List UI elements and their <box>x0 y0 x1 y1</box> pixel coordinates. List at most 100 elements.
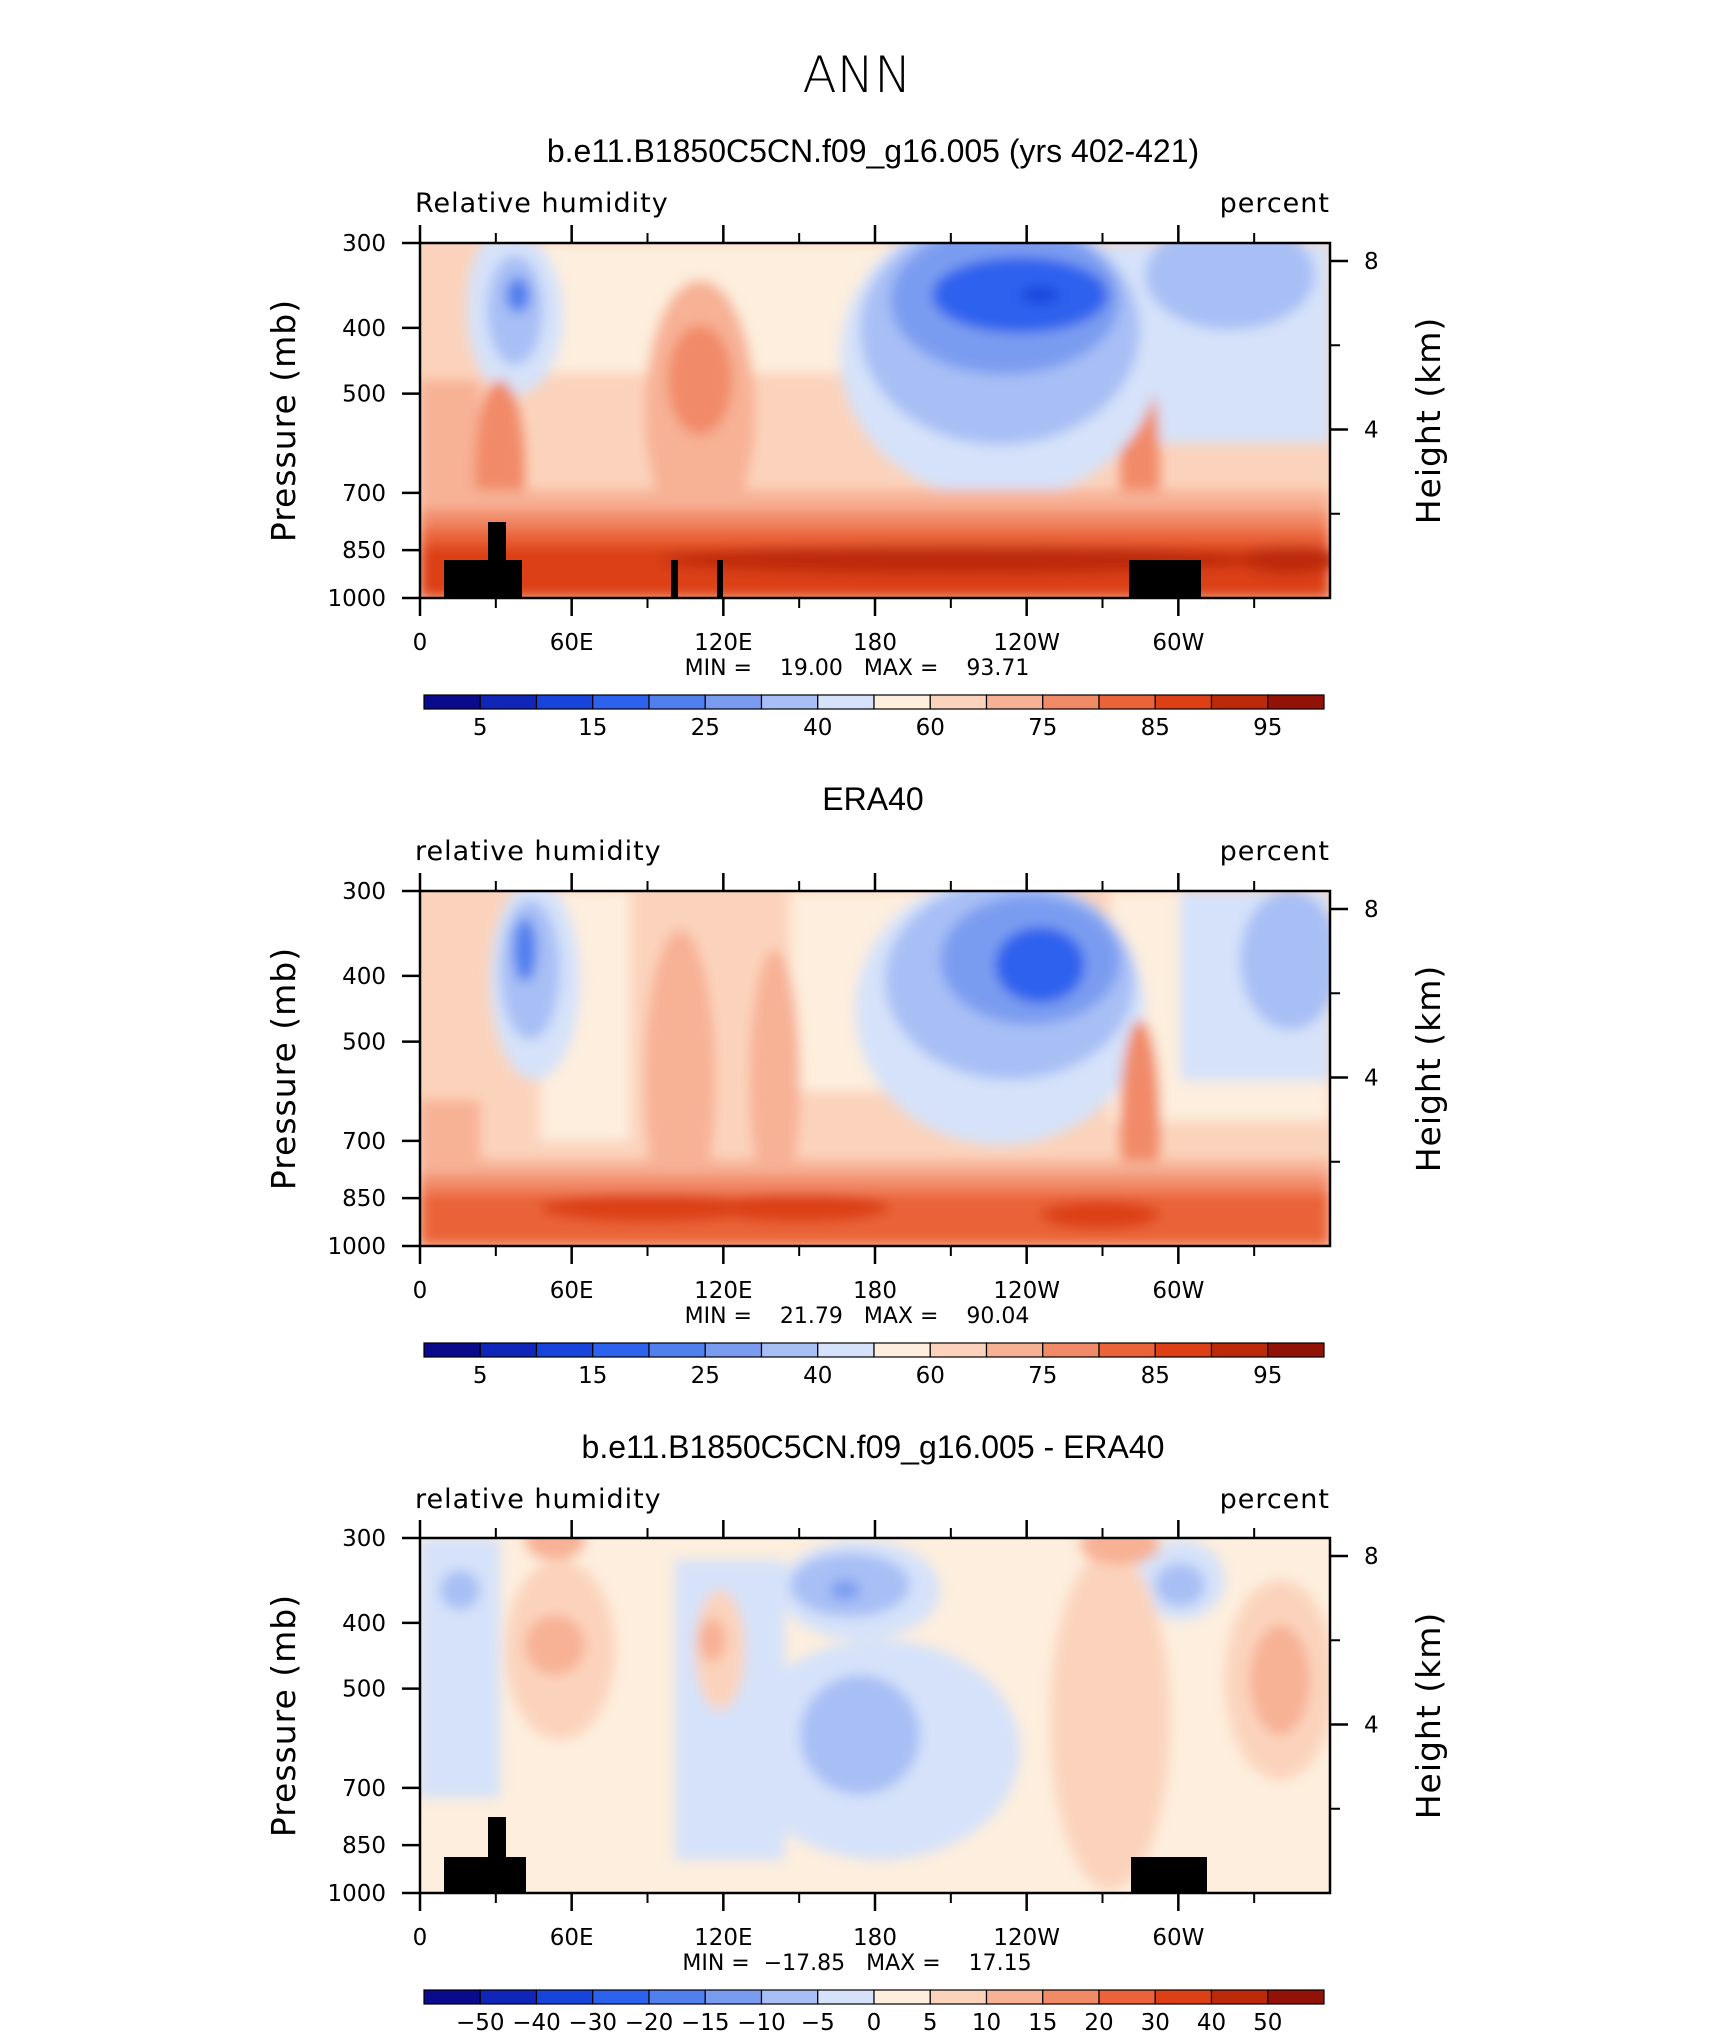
field-label: relative humidity <box>415 836 662 867</box>
min-max-label: MIN = 19.00 MAX = 93.71 <box>685 656 1030 681</box>
panel-model: b.e11.B1850C5CN.f09_g16.005 (yrs 402-421… <box>264 133 1448 741</box>
x-tick-label: 120W <box>993 1278 1060 1304</box>
colorbar-swatch <box>1210 1989 1269 2005</box>
x-tick-label: 180 <box>853 630 897 656</box>
y2-tick-label: 4 <box>1364 1713 1379 1739</box>
y-tick-label: 1000 <box>327 1234 386 1260</box>
x-tick-label: 180 <box>853 1925 897 1951</box>
panel-title: ERA40 <box>822 781 923 817</box>
y-tick-label: 1000 <box>327 586 386 612</box>
colorbar-label: 85 <box>1141 715 1170 741</box>
y-tick-label: 850 <box>342 1186 386 1212</box>
y-tick-label: 700 <box>342 1776 386 1802</box>
x-tick-label: 120E <box>694 1278 752 1304</box>
colorbar-swatch <box>1098 694 1156 710</box>
colorbar-swatch <box>1042 1342 1100 1358</box>
y-tick-label: 700 <box>342 1129 386 1155</box>
colorbar-label: 40 <box>803 715 832 741</box>
x-tick-label: 60E <box>550 1278 594 1304</box>
colorbar-label: 5 <box>473 1363 488 1389</box>
colorbar-label: 15 <box>578 1363 607 1389</box>
y-tick-label: 400 <box>342 964 386 990</box>
y-tick-label: 300 <box>342 1526 386 1552</box>
x-tick-label: 120E <box>694 630 752 656</box>
y-tick-label: 1000 <box>327 1881 386 1907</box>
x-tick-label: 120W <box>993 1925 1060 1951</box>
colorbar-swatch <box>760 694 819 710</box>
colorbar-swatch <box>1267 1342 1325 1358</box>
colorbar-label: 15 <box>578 715 607 741</box>
colorbar-label: −30 <box>568 2010 617 2036</box>
colorbar-label: 40 <box>1197 2010 1226 2036</box>
colorbar-swatch <box>1210 1342 1269 1358</box>
colorbar-label: 15 <box>1028 2010 1057 2036</box>
colorbar-swatch <box>592 1342 650 1358</box>
y-tick-label: 400 <box>342 316 386 342</box>
contour-field <box>420 891 1330 1246</box>
y-tick-label: 700 <box>342 481 386 507</box>
colorbar-swatch <box>817 694 875 710</box>
colorbar-label: −15 <box>681 2010 730 2036</box>
x-tick-label: 60E <box>550 630 594 656</box>
colorbar-swatch <box>423 1989 481 2005</box>
colorbar-label: −20 <box>625 2010 674 2036</box>
units-label: percent <box>1220 188 1330 219</box>
x-tick-label: 0 <box>413 1925 428 1951</box>
x-tick-label: 180 <box>853 1278 897 1304</box>
colorbar-label: 30 <box>1141 2010 1170 2036</box>
x-tick-label: 120E <box>694 1925 752 1951</box>
topography <box>444 1817 1207 1893</box>
units-label: percent <box>1220 1484 1330 1515</box>
panel-title: b.e11.B1850C5CN.f09_g16.005 (yrs 402-421… <box>547 133 1199 169</box>
colorbar-swatch <box>423 1342 481 1358</box>
colorbar-swatch <box>1042 1989 1100 2005</box>
x-tick-label: 60W <box>1152 630 1204 656</box>
colorbar-label: 75 <box>1028 1363 1057 1389</box>
y2-tick-label: 8 <box>1364 1544 1379 1570</box>
colorbar-swatch <box>704 1989 763 2005</box>
y-tick-label: 850 <box>342 538 386 564</box>
min-max-label: MIN = 21.79 MAX = 90.04 <box>685 1304 1030 1329</box>
colorbar-label: 50 <box>1253 2010 1282 2036</box>
contour-field <box>420 243 1330 598</box>
colorbar-swatch <box>479 1989 538 2005</box>
colorbar-swatch <box>985 1989 1044 2005</box>
colorbar-swatch <box>929 1989 988 2005</box>
colorbar-swatch <box>479 694 538 710</box>
y-axis-label: Pressure (mb) <box>264 1594 303 1837</box>
colorbar-swatch <box>873 1989 931 2005</box>
x-tick-label: 120W <box>993 630 1060 656</box>
colorbar-label: 5 <box>473 715 488 741</box>
axes: 0 60E 120E 180 120W 60W 300 400 500 700 850 1000 Pre… <box>264 225 1448 656</box>
colorbar-swatch <box>760 1342 819 1358</box>
colorbar-swatch <box>1098 1989 1156 2005</box>
field-label: relative humidity <box>415 1484 662 1515</box>
colorbar-label: −10 <box>737 2010 786 2036</box>
colorbar-swatch <box>535 1989 594 2005</box>
y-axis-label: Pressure (mb) <box>264 947 303 1190</box>
colorbar: −50 −40 −30 −20 −15 −10 −5 0 5 10 15 20 30 40 50 <box>423 1989 1325 2036</box>
colorbar-label: 75 <box>1028 715 1057 741</box>
colorbar-swatch <box>1154 694 1213 710</box>
colorbar-swatch <box>648 1342 706 1358</box>
y-tick-label: 500 <box>342 1677 386 1703</box>
colorbar-label: −5 <box>801 2010 835 2036</box>
colorbar-swatch <box>873 694 931 710</box>
colorbar-swatch <box>1042 694 1100 710</box>
colorbar-swatch <box>817 1342 875 1358</box>
colorbar-label: 25 <box>691 1363 720 1389</box>
colorbar-swatch <box>985 1342 1044 1358</box>
colorbar-swatch <box>479 1342 538 1358</box>
colorbar-swatch <box>817 1989 875 2005</box>
panel-era40: ERA40 relative humidity percent <box>264 781 1448 1389</box>
colorbar: 5 15 25 40 60 75 85 95 <box>423 1342 1325 1389</box>
panel-title: b.e11.B1850C5CN.f09_g16.005 - ERA40 <box>582 1429 1165 1465</box>
y2-axis-label: Height (km) <box>1409 1612 1448 1820</box>
colorbar-swatch <box>535 1342 594 1358</box>
colorbar-swatch <box>704 694 763 710</box>
field-label: Relative humidity <box>415 188 669 219</box>
y-tick-label: 850 <box>342 1833 386 1859</box>
colorbar-label: 60 <box>916 715 945 741</box>
colorbar-swatch <box>592 694 650 710</box>
